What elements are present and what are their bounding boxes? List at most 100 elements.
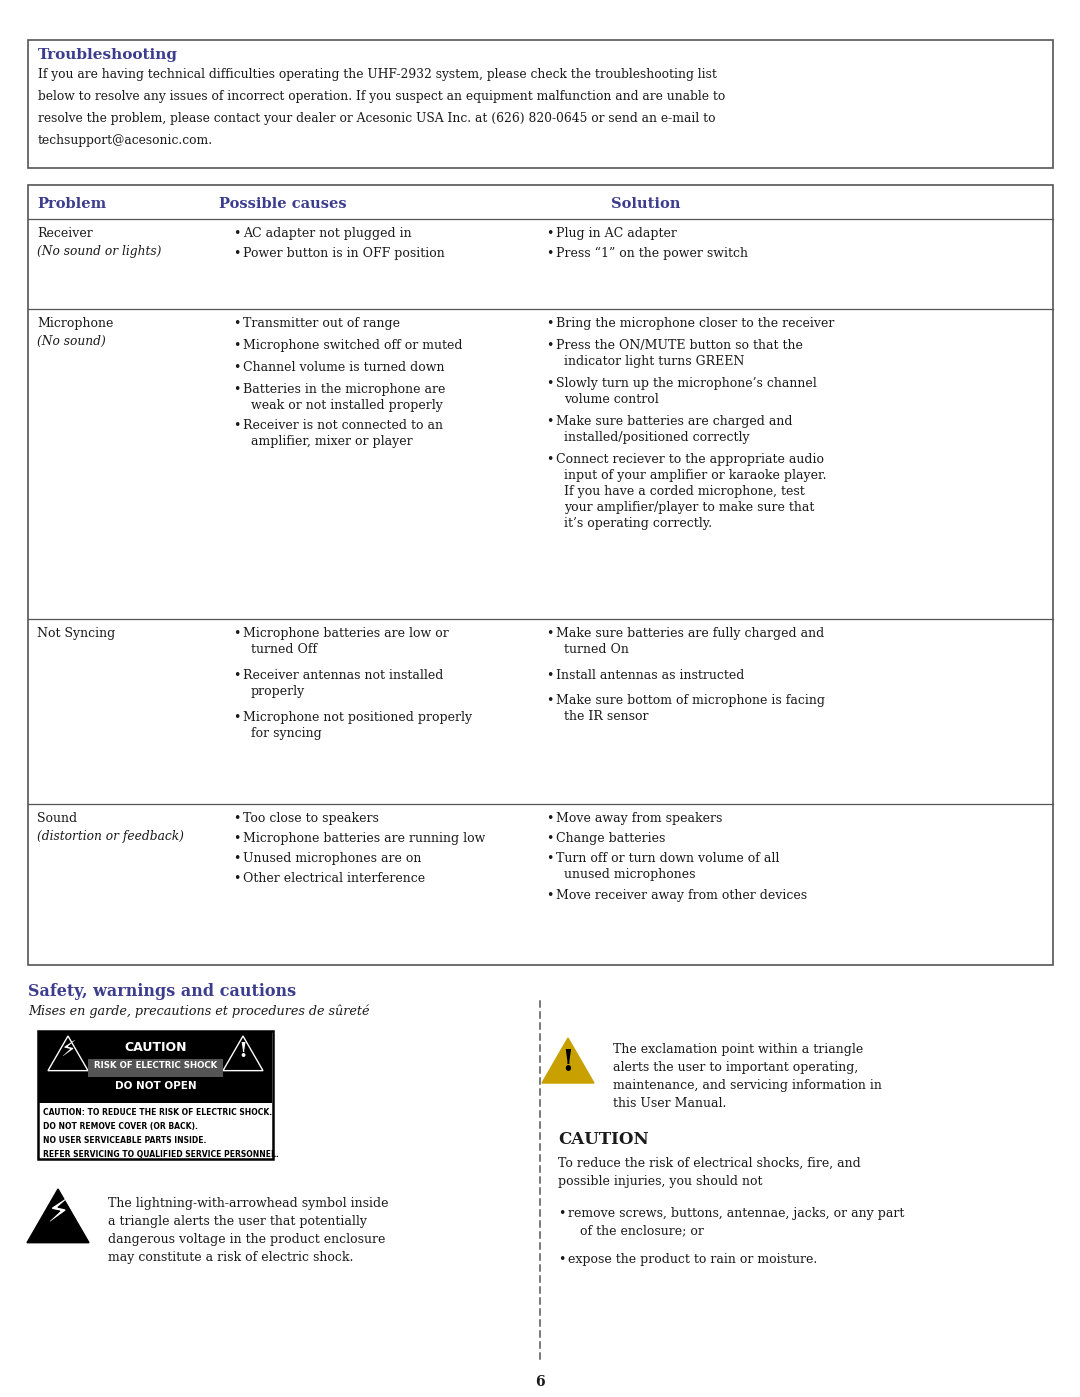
Text: maintenance, and servicing information in: maintenance, and servicing information i… xyxy=(613,1078,882,1092)
Text: •: • xyxy=(546,627,553,640)
Bar xyxy=(28,41,1053,168)
Text: •: • xyxy=(546,377,553,390)
Text: amplifier, mixer or player: amplifier, mixer or player xyxy=(251,434,413,448)
Polygon shape xyxy=(27,1189,89,1243)
Bar xyxy=(28,184,1053,965)
Text: •: • xyxy=(546,247,553,260)
Text: !: ! xyxy=(562,1048,575,1077)
Text: Microphone not positioned properly: Microphone not positioned properly xyxy=(243,711,472,724)
Text: The lightning-with-arrowhead symbol inside: The lightning-with-arrowhead symbol insi… xyxy=(108,1197,389,1210)
Text: •: • xyxy=(546,852,553,865)
Text: •: • xyxy=(233,383,241,395)
Text: AC adapter not plugged in: AC adapter not plugged in xyxy=(243,226,411,240)
Bar xyxy=(38,1031,273,1160)
Text: The exclamation point within a triangle: The exclamation point within a triangle xyxy=(613,1044,863,1056)
Text: DO NOT OPEN: DO NOT OPEN xyxy=(114,1081,197,1091)
Text: Microphone switched off or muted: Microphone switched off or muted xyxy=(243,339,462,352)
Text: Solution: Solution xyxy=(611,197,680,211)
Text: DO NOT REMOVE COVER (OR BACK).: DO NOT REMOVE COVER (OR BACK). xyxy=(43,1122,198,1132)
Text: (distortion or feedback): (distortion or feedback) xyxy=(37,830,184,842)
Text: for syncing: for syncing xyxy=(251,726,322,740)
Text: •: • xyxy=(546,453,553,467)
Text: CAUTION: TO REDUCE THE RISK OF ELECTRIC SHOCK.: CAUTION: TO REDUCE THE RISK OF ELECTRIC … xyxy=(43,1108,272,1118)
Text: ⚡: ⚡ xyxy=(46,1194,70,1228)
Text: •: • xyxy=(558,1253,565,1266)
Text: •: • xyxy=(233,812,241,826)
Text: may constitute a risk of electric shock.: may constitute a risk of electric shock. xyxy=(108,1250,353,1264)
Text: !: ! xyxy=(239,1041,247,1060)
Text: unused microphones: unused microphones xyxy=(564,868,696,882)
Text: •: • xyxy=(233,669,241,682)
Text: REFER SERVICING TO QUALIFIED SERVICE PERSONNEL.: REFER SERVICING TO QUALIFIED SERVICE PER… xyxy=(43,1150,279,1160)
Text: alerts the user to important operating,: alerts the user to important operating, xyxy=(613,1060,859,1074)
Text: Power button is in OFF position: Power button is in OFF position xyxy=(243,247,445,260)
Text: Receiver antennas not installed: Receiver antennas not installed xyxy=(243,669,444,682)
Text: 6: 6 xyxy=(536,1375,544,1389)
Text: properly: properly xyxy=(251,685,306,698)
Text: •: • xyxy=(233,833,241,845)
Text: Troubleshooting: Troubleshooting xyxy=(38,47,178,61)
Text: possible injuries, you should not: possible injuries, you should not xyxy=(558,1175,762,1187)
Text: Receiver is not connected to an: Receiver is not connected to an xyxy=(243,419,443,432)
Text: RISK OF ELECTRIC SHOCK: RISK OF ELECTRIC SHOCK xyxy=(94,1060,217,1070)
Polygon shape xyxy=(542,1038,594,1083)
Text: Unused microphones are on: Unused microphones are on xyxy=(243,852,421,865)
Text: Too close to speakers: Too close to speakers xyxy=(243,812,379,826)
Text: techsupport@acesonic.com.: techsupport@acesonic.com. xyxy=(38,134,213,147)
Text: of the enclosure; or: of the enclosure; or xyxy=(580,1224,704,1236)
Text: Microphone batteries are low or: Microphone batteries are low or xyxy=(243,627,449,640)
Text: installed/positioned correctly: installed/positioned correctly xyxy=(564,432,750,444)
Text: Change batteries: Change batteries xyxy=(556,833,665,845)
Text: •: • xyxy=(233,226,241,240)
Text: Batteries in the microphone are: Batteries in the microphone are xyxy=(243,383,445,395)
Text: input of your amplifier or karaoke player.: input of your amplifier or karaoke playe… xyxy=(564,469,826,482)
Text: •: • xyxy=(546,339,553,352)
Text: •: • xyxy=(233,317,241,330)
Text: weak or not installed properly: weak or not installed properly xyxy=(251,400,443,412)
Text: •: • xyxy=(546,812,553,826)
Text: Make sure batteries are charged and: Make sure batteries are charged and xyxy=(556,415,793,427)
Text: below to resolve any issues of incorrect operation. If you suspect an equipment : below to resolve any issues of incorrect… xyxy=(38,89,726,103)
Text: •: • xyxy=(546,833,553,845)
Text: ⚡: ⚡ xyxy=(60,1041,76,1060)
Text: turned On: turned On xyxy=(564,643,629,657)
Text: Press “1” on the power switch: Press “1” on the power switch xyxy=(556,247,748,260)
Text: Possible causes: Possible causes xyxy=(219,197,347,211)
Text: Channel volume is turned down: Channel volume is turned down xyxy=(243,360,445,374)
Bar xyxy=(87,1059,222,1077)
Text: Connect reciever to the appropriate audio: Connect reciever to the appropriate audi… xyxy=(556,453,824,467)
Text: CAUTION: CAUTION xyxy=(558,1132,649,1148)
Text: it’s operating correctly.: it’s operating correctly. xyxy=(564,517,712,529)
Text: •: • xyxy=(558,1207,565,1220)
Text: •: • xyxy=(546,694,553,707)
Text: remove screws, buttons, antennae, jacks, or any part: remove screws, buttons, antennae, jacks,… xyxy=(568,1207,904,1220)
Text: •: • xyxy=(233,852,241,865)
Text: Install antennas as instructed: Install antennas as instructed xyxy=(556,669,744,682)
Text: volume control: volume control xyxy=(564,393,659,407)
Text: resolve the problem, please contact your dealer or Acesonic USA Inc. at (626) 82: resolve the problem, please contact your… xyxy=(38,112,715,124)
Text: •: • xyxy=(546,669,553,682)
Text: expose the product to rain or moisture.: expose the product to rain or moisture. xyxy=(568,1253,818,1266)
Text: •: • xyxy=(546,226,553,240)
Text: Plug in AC adapter: Plug in AC adapter xyxy=(556,226,677,240)
Text: a triangle alerts the user that potentially: a triangle alerts the user that potentia… xyxy=(108,1215,367,1228)
Text: •: • xyxy=(546,888,553,902)
Text: •: • xyxy=(546,317,553,330)
Text: To reduce the risk of electrical shocks, fire, and: To reduce the risk of electrical shocks,… xyxy=(558,1157,861,1171)
Text: the IR sensor: the IR sensor xyxy=(564,710,648,724)
Text: Slowly turn up the microphone’s channel: Slowly turn up the microphone’s channel xyxy=(556,377,816,390)
Text: If you have a corded microphone, test: If you have a corded microphone, test xyxy=(564,485,805,497)
Text: this User Manual.: this User Manual. xyxy=(613,1097,727,1111)
Text: •: • xyxy=(233,711,241,724)
Text: Move receiver away from other devices: Move receiver away from other devices xyxy=(556,888,807,902)
Polygon shape xyxy=(48,1037,87,1070)
Text: indicator light turns GREEN: indicator light turns GREEN xyxy=(564,355,744,367)
Text: •: • xyxy=(233,247,241,260)
Text: Make sure bottom of microphone is facing: Make sure bottom of microphone is facing xyxy=(556,694,825,707)
Text: NO USER SERVICEABLE PARTS INSIDE.: NO USER SERVICEABLE PARTS INSIDE. xyxy=(43,1136,206,1146)
Text: Microphone batteries are running low: Microphone batteries are running low xyxy=(243,833,485,845)
Text: Receiver: Receiver xyxy=(37,226,93,240)
Text: Press the ON/MUTE button so that the: Press the ON/MUTE button so that the xyxy=(556,339,802,352)
Text: Mises en garde, precautions et procedures de sûreté: Mises en garde, precautions et procedure… xyxy=(28,1004,369,1018)
Polygon shape xyxy=(222,1037,264,1070)
